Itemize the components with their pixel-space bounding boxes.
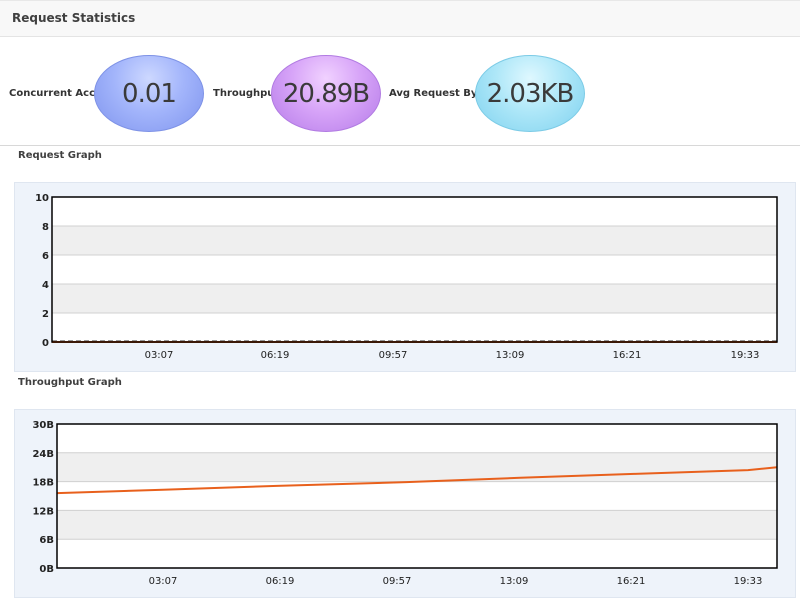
throughput-graph-x-tick-label: 13:09 xyxy=(500,576,529,587)
divider xyxy=(0,145,800,146)
page-title: Request Statistics xyxy=(12,11,136,25)
throughput-graph-y-tick-label: 24B xyxy=(32,449,54,460)
throughput-graph-svg: 0B 6B 12B 18B 24B 30B 03:07 06:19 09:57 13:09 16:2… xyxy=(32,420,778,587)
avg-request-bytes-value: 2.03KB xyxy=(475,55,585,132)
throughput-graph-y-tick-label: 30B xyxy=(32,420,54,431)
throughput-graph-grid-band xyxy=(57,452,777,482)
request-graph-x-tick-label: 13:09 xyxy=(496,350,525,361)
throughput-graph-y-tick-label: 0B xyxy=(39,564,54,575)
throughput-label: Throughput: xyxy=(213,88,284,99)
request-graph-plot-area xyxy=(52,197,777,342)
throughput-value: 20.89B xyxy=(271,55,381,132)
throughput-graph-title: Throughput Graph xyxy=(18,377,122,388)
throughput-graph-series-line xyxy=(56,466,778,495)
throughput-graph-y-tick-label: 6B xyxy=(39,535,54,546)
throughput-graph-plot-border xyxy=(56,423,778,569)
request-graph-x-tick-label: 06:19 xyxy=(261,350,290,361)
request-graph-title: Request Graph xyxy=(18,150,102,161)
request-graph-plot-border xyxy=(51,196,778,343)
request-graph-y-tick-label: 0 xyxy=(42,338,49,349)
throughput-graph-grid-band xyxy=(57,510,777,540)
throughput-graph-x-tick-label: 16:21 xyxy=(617,576,646,587)
request-graph-x-tick-label: 03:07 xyxy=(145,350,174,361)
request-graph-x-tick-label: 16:21 xyxy=(613,350,642,361)
request-graph-grid-band xyxy=(52,284,777,313)
request-graph-y-tick-label: 8 xyxy=(42,222,49,233)
panel-header: Request Statistics xyxy=(0,0,800,37)
throughput-graph-x-tick-label: 09:57 xyxy=(383,576,412,587)
request-graph-x-tick-label: 09:57 xyxy=(379,350,408,361)
request-graph: 0 2 4 6 8 10 03:07 06:19 09:57 13:09 16:21 19:33 xyxy=(14,182,796,372)
concurrent-access-label: Concurrent Access: xyxy=(9,88,118,99)
throughput-graph: 0B 6B 12B 18B 24B 30B 03:07 06:19 09:57 13:09 16:2… xyxy=(14,409,796,598)
throughput-graph-y-tick-label: 12B xyxy=(32,506,54,517)
throughput-graph-plot-area xyxy=(57,424,777,568)
request-graph-x-tick-label: 19:33 xyxy=(731,350,760,361)
avg-request-bytes-label: Avg Request Bytes: xyxy=(389,88,499,99)
concurrent-access-value: 0.01 xyxy=(94,55,204,132)
request-graph-svg: 0 2 4 6 8 10 03:07 06:19 09:57 13:09 16:21 19:33 xyxy=(35,193,778,361)
throughput-graph-x-tick-label: 19:33 xyxy=(734,576,763,587)
request-graph-y-tick-label: 10 xyxy=(35,193,49,204)
request-graph-y-tick-label: 2 xyxy=(42,309,49,320)
request-graph-grid-band xyxy=(52,226,777,255)
throughput-graph-y-tick-label: 18B xyxy=(32,478,54,489)
throughput-graph-x-tick-label: 03:07 xyxy=(149,576,178,587)
throughput-graph-x-tick-label: 06:19 xyxy=(266,576,295,587)
request-graph-y-tick-label: 6 xyxy=(42,251,49,262)
request-graph-y-tick-label: 4 xyxy=(42,280,49,291)
